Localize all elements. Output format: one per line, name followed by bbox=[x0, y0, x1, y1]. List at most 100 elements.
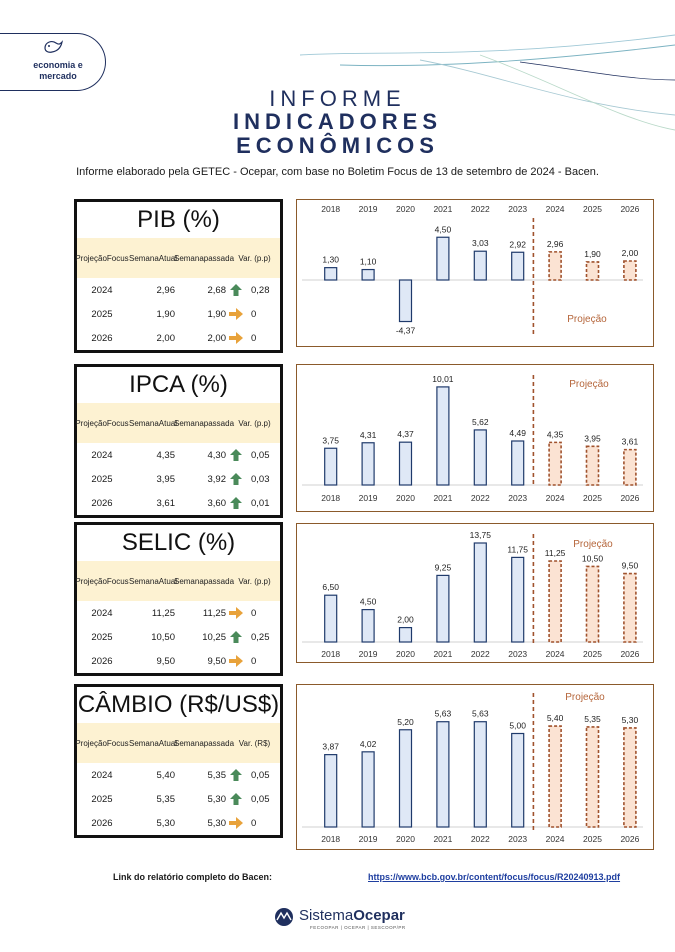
row-atual: 10,50 bbox=[151, 631, 175, 643]
chart-tick-label: 2020 bbox=[396, 649, 415, 659]
row-passada: 3,60 bbox=[207, 497, 227, 509]
row-var-value: 0 bbox=[251, 332, 257, 344]
row-passada: 5,35 bbox=[207, 769, 227, 781]
row-year: 2026 bbox=[91, 332, 113, 344]
chart-bar bbox=[436, 574, 450, 643]
chart-svg: 6,50 2018 4,50 2019 2,00 2020 9,25 2021 13,75 202… bbox=[302, 530, 643, 659]
col-header-passada: Semana passada bbox=[174, 403, 234, 443]
chart-bar bbox=[398, 279, 413, 323]
table-row: 2026 9,50 9,50 0 bbox=[77, 649, 280, 673]
col-header-projecao: Projeção Focus bbox=[75, 403, 128, 443]
row-variation: 0 bbox=[229, 332, 280, 344]
col-header-line: Semana bbox=[128, 253, 159, 263]
row-atual: 2,00 bbox=[156, 332, 176, 344]
chart-bar bbox=[623, 572, 637, 643]
row-var-value: 0,01 bbox=[251, 497, 270, 509]
col-header-line: Atual bbox=[158, 576, 178, 586]
chart-bar bbox=[361, 608, 375, 643]
chart-data-label: 9,25 bbox=[435, 562, 452, 572]
chart-data-label: 5,40 bbox=[547, 713, 564, 723]
chart-tick-label: 2024 bbox=[546, 493, 565, 503]
chart-bar bbox=[473, 429, 487, 486]
chart-data-label: 2,96 bbox=[547, 239, 564, 249]
indicator-table: IPCA (%) Projeção Focus Semana Atual Seman… bbox=[74, 364, 283, 518]
chart-tick-label: 2021 bbox=[433, 834, 452, 844]
chart-bar bbox=[473, 250, 487, 281]
row-var-value: 0 bbox=[251, 817, 257, 829]
chart-data-label: 3,03 bbox=[472, 238, 489, 248]
logo-subtitle: FECOOPAR | OCEPAR | SESCOOP/PR bbox=[310, 925, 406, 930]
chart-tick-label: 2026 bbox=[620, 204, 639, 214]
chart-data-label: 1,10 bbox=[360, 257, 377, 267]
row-passada: 11,25 bbox=[202, 607, 226, 619]
chart-svg: 1,30 2018 1,10 2019 -4,37 2020 4,50 2021 3,03 202… bbox=[302, 204, 643, 336]
chart-data-label: 2,00 bbox=[622, 248, 639, 258]
col-header-var: Var. (p.p) bbox=[238, 418, 271, 428]
chart-bar bbox=[585, 726, 600, 828]
chart-tick-label: 2018 bbox=[321, 493, 340, 503]
decorative-waves bbox=[300, 34, 675, 131]
chart-data-label: 5,20 bbox=[397, 717, 414, 727]
row-variation: 0,05 bbox=[229, 769, 280, 781]
chart-bar bbox=[623, 260, 637, 281]
row-passada: 5,30 bbox=[207, 793, 227, 805]
col-header-passada: Semana passada bbox=[174, 561, 234, 601]
col-header-line: Atual bbox=[158, 253, 178, 263]
indicator-table: SELIC (%) Projeção Focus Semana Atual Sema… bbox=[74, 522, 283, 676]
row-atual: 5,35 bbox=[156, 793, 176, 805]
chart-data-label: 3,61 bbox=[622, 437, 639, 447]
badge-label-line1: economia e bbox=[33, 60, 83, 70]
chart-tick-label: 2023 bbox=[508, 649, 527, 659]
chart-tick-label: 2024 bbox=[546, 834, 565, 844]
row-atual: 2,96 bbox=[156, 284, 176, 296]
col-header-line: passada bbox=[203, 253, 235, 263]
chart-tick-label: 2018 bbox=[321, 834, 340, 844]
bar-chart: 1,30 2018 1,10 2019 -4,37 2020 4,50 2021 3,03 202… bbox=[296, 199, 654, 347]
row-var-value: 0,05 bbox=[251, 449, 270, 461]
table-title: SELIC (%) bbox=[121, 529, 236, 556]
chart-tick-label: 2023 bbox=[508, 493, 527, 503]
col-header-line: passada bbox=[203, 576, 235, 586]
report-link[interactable]: https://www.bcb.gov.br/content/focus/foc… bbox=[368, 872, 621, 882]
col-header-line: Projeção bbox=[75, 253, 107, 263]
table-title: IPCA (%) bbox=[129, 371, 228, 398]
row-variation: 0,05 bbox=[229, 793, 280, 805]
col-header-line: Atual bbox=[158, 738, 178, 748]
up-arrow-icon bbox=[230, 631, 242, 643]
section-badge bbox=[0, 33, 106, 91]
col-header-line: Focus bbox=[106, 576, 129, 586]
col-header-line: Semana bbox=[173, 738, 204, 748]
table-title: PIB (%) bbox=[137, 206, 220, 233]
projection-label: Projeção bbox=[573, 539, 613, 550]
col-header-line: Projeção bbox=[75, 738, 107, 748]
table-row: 2024 2,96 2,68 0,28 bbox=[77, 278, 280, 302]
chart-data-label: 5,00 bbox=[509, 721, 526, 731]
row-year: 2025 bbox=[91, 473, 113, 485]
col-header-line: Projeção bbox=[75, 576, 107, 586]
badge-label: economia e mercado bbox=[18, 60, 98, 82]
row-year: 2026 bbox=[91, 817, 113, 829]
chart-svg: 3,75 2018 4,31 2019 4,37 2020 10,01 2021 5,62 202… bbox=[302, 374, 643, 503]
table-header: Projeção Focus Semana Atual Semana passada … bbox=[75, 403, 280, 443]
row-variation: 0,28 bbox=[229, 284, 280, 296]
row-variation: 0,01 bbox=[229, 497, 280, 509]
chart-data-label: 1,90 bbox=[584, 249, 601, 259]
chart-tick-label: 2025 bbox=[583, 649, 602, 659]
badge-label-line2: mercado bbox=[39, 71, 77, 81]
projection-label: Projeção bbox=[565, 692, 605, 703]
table-row: 2026 2,00 2,00 0 bbox=[77, 326, 280, 350]
row-var-value: 0 bbox=[251, 308, 257, 320]
chart-tick-label: 2024 bbox=[546, 204, 565, 214]
chart-bar bbox=[548, 725, 562, 828]
col-header-line: passada bbox=[203, 738, 235, 748]
row-year: 2025 bbox=[91, 308, 113, 320]
row-passada: 10,25 bbox=[202, 631, 226, 643]
table-row: 2024 11,25 11,25 0 bbox=[77, 601, 280, 625]
right-arrow-icon bbox=[229, 655, 243, 667]
chart-bar bbox=[548, 251, 562, 281]
right-arrow-icon bbox=[229, 332, 243, 344]
col-header-line: Projeção bbox=[75, 418, 107, 428]
chart-data-label: 9,50 bbox=[622, 561, 639, 571]
row-variation: 0 bbox=[229, 817, 280, 829]
table-row: 2025 3,95 3,92 0,03 bbox=[77, 467, 280, 491]
